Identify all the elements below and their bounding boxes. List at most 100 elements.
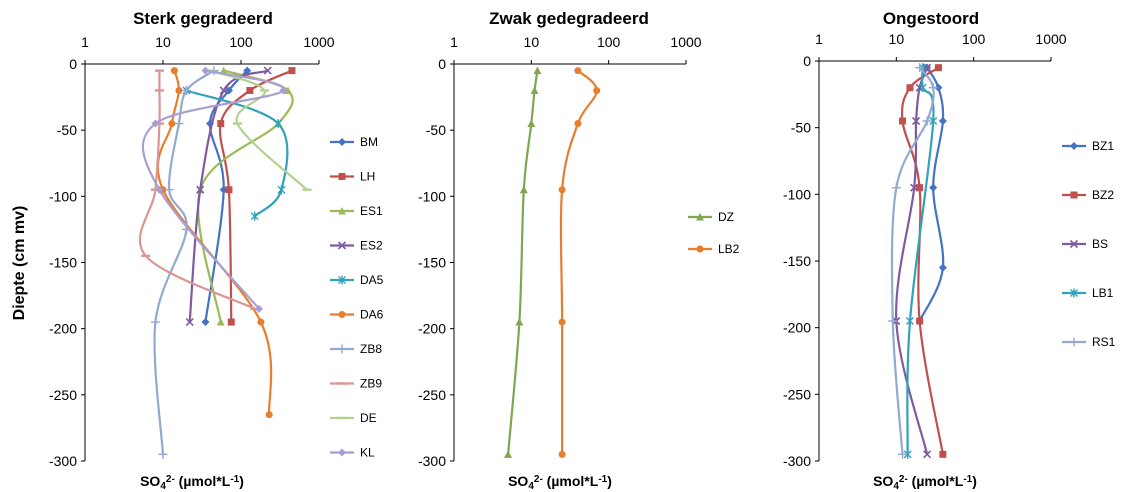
data-point	[181, 85, 191, 95]
data-point	[185, 317, 194, 327]
legend-item-zb8: ZB8	[330, 342, 382, 356]
legend-item-bz1: BZ1	[1062, 139, 1114, 153]
legend-marker	[696, 245, 704, 253]
chart-title: Sterk gegradeerd	[133, 9, 273, 28]
legend-marker	[1069, 337, 1079, 347]
data-point	[168, 120, 176, 128]
series-line	[890, 67, 935, 455]
data-point	[164, 185, 174, 195]
chart-panel-1: Sterk gegradeerd 1 10 100 1000 0 -50 -100 -150 -2…	[49, 9, 384, 492]
legend-marker	[338, 275, 346, 285]
data-point	[574, 120, 582, 128]
data-point	[519, 185, 528, 194]
data-point	[201, 318, 210, 327]
data-point	[916, 184, 924, 192]
y-tick-label: -100	[418, 188, 446, 204]
data-point	[918, 83, 927, 93]
y-tick-label: -50	[426, 122, 446, 138]
x-tick-label: 10	[155, 34, 171, 50]
y-tick-label: -150	[418, 255, 446, 271]
data-point	[175, 86, 183, 94]
x-tick-label: 1	[81, 34, 89, 50]
series-lb2	[558, 67, 601, 458]
legend-label: LB1	[1092, 286, 1114, 300]
data-point	[151, 119, 160, 128]
legend-label: BM	[360, 135, 378, 149]
data-point	[174, 119, 184, 129]
legend-label: DA6	[360, 308, 384, 322]
series-line	[895, 67, 929, 455]
legend-label: BZ1	[1092, 139, 1114, 153]
data-point	[938, 263, 947, 272]
legend-label: KL	[360, 446, 375, 460]
legend-marker	[1070, 288, 1078, 298]
chart-title: Zwak gedegradeerd	[489, 9, 649, 28]
x-tick-label: 1000	[1035, 31, 1066, 47]
data-point	[283, 86, 292, 94]
series-da6	[156, 67, 273, 419]
legend-item-rs1: RS1	[1062, 335, 1116, 349]
legend-label: DA5	[360, 273, 384, 287]
y-tick-label: -100	[783, 186, 811, 202]
y-tick-label: -250	[418, 387, 446, 403]
legend-item-es2: ES2	[330, 239, 383, 253]
data-point	[515, 318, 524, 326]
x-tick-label: 10	[889, 31, 905, 47]
legend-label: BZ2	[1092, 188, 1114, 202]
data-point	[912, 116, 921, 126]
x-axis-label: SO42- (µmol*L-1)	[873, 473, 977, 492]
data-point	[250, 211, 259, 221]
y-tick-label: 0	[69, 56, 77, 72]
series-dz	[504, 66, 542, 458]
data-point	[929, 183, 938, 192]
series-lh	[217, 67, 296, 326]
chart-panel-3: Ongestoord 1 10 100 1000 0 -50 -100 -150 -200 -250…	[783, 9, 1116, 492]
data-point	[558, 186, 566, 194]
data-point	[246, 86, 254, 94]
legend-label: ZB9	[360, 377, 382, 391]
y-tick-label: 0	[438, 56, 446, 72]
legend-item-lh: LH	[330, 170, 375, 184]
y-tick-label: -150	[783, 253, 811, 269]
legend-item-bz2: BZ2	[1062, 188, 1114, 202]
y-tick-label: -300	[49, 453, 77, 469]
legend-marker	[338, 138, 346, 146]
x-tick-label: 1	[450, 34, 458, 50]
legend-item-bs: BS	[1062, 237, 1108, 251]
data-point	[217, 120, 225, 128]
series-bs	[892, 63, 932, 459]
data-point	[915, 63, 925, 73]
legend-label: DZ	[718, 210, 734, 224]
legend-item-zb9: ZB9	[330, 377, 382, 391]
data-point	[201, 66, 210, 75]
data-point	[277, 185, 286, 195]
data-point	[934, 64, 942, 72]
data-point	[929, 116, 938, 126]
data-point	[243, 66, 252, 75]
data-point	[593, 86, 601, 94]
legend-marker	[696, 213, 704, 221]
series-bz1	[915, 63, 947, 325]
legend-item-da5: DA5	[330, 273, 384, 287]
legend-item-lb2: LB2	[688, 242, 740, 256]
data-point	[219, 86, 228, 95]
series-line	[218, 69, 293, 323]
legend-label: ZB8	[360, 342, 382, 356]
legend-marker	[1069, 239, 1079, 249]
data-point	[558, 450, 566, 458]
y-tick-label: -50	[791, 120, 811, 136]
x-tick-label: 100	[229, 34, 253, 50]
data-point	[898, 117, 906, 125]
data-point	[158, 449, 168, 459]
y-tick-label: -100	[49, 188, 77, 204]
data-point	[923, 450, 932, 459]
data-point	[938, 117, 947, 125]
legend-marker	[338, 448, 346, 457]
y-tick-label: -300	[783, 453, 811, 469]
data-point	[170, 67, 178, 75]
legend-marker	[337, 344, 347, 354]
legend-item-de: DE	[330, 411, 377, 425]
data-point	[216, 318, 225, 326]
y-tick-label: 0	[803, 53, 811, 69]
y-tick-label: -50	[57, 122, 77, 138]
